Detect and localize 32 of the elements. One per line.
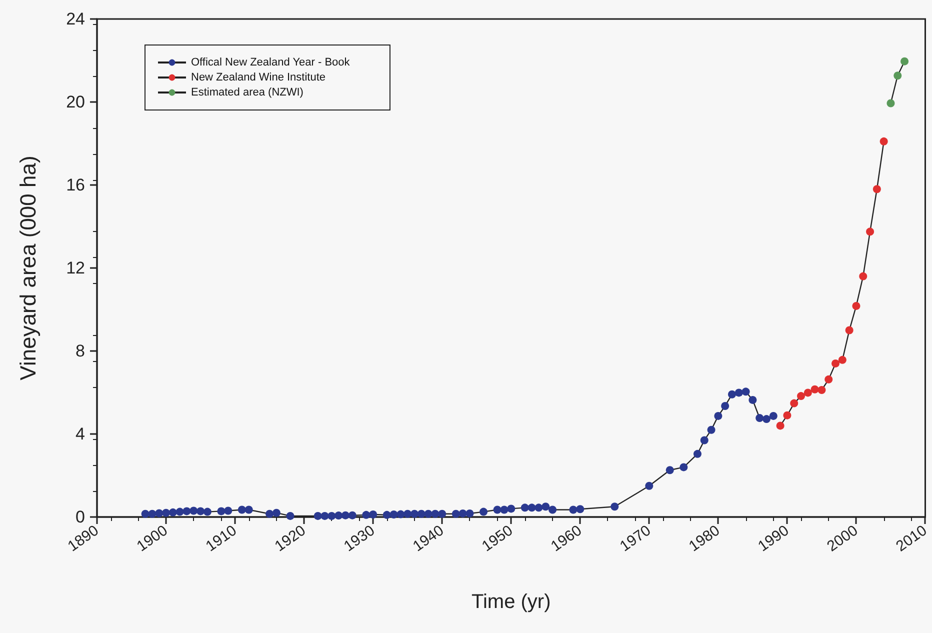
legend-label: Offical New Zealand Year - Book [191, 56, 350, 68]
point [845, 326, 854, 334]
point [797, 392, 806, 400]
point [894, 72, 902, 80]
x-tick-label: 1990 [754, 522, 792, 556]
point [824, 375, 833, 384]
point [776, 422, 784, 430]
y-tick-label: 4 [76, 424, 85, 444]
y-tick-label: 20 [66, 92, 85, 112]
point [900, 57, 909, 66]
point [852, 302, 860, 310]
y-axis-title: Vineyard area (000 ha) [16, 156, 40, 380]
point [804, 388, 812, 397]
y-tick-label: 24 [66, 10, 85, 28]
y-tick-label: 12 [66, 258, 85, 278]
point [859, 272, 868, 280]
point [866, 228, 874, 236]
point [838, 356, 846, 364]
y-tick-label: 8 [76, 342, 85, 360]
y-tick-label: 0 [76, 508, 85, 526]
point [818, 386, 826, 394]
point [880, 137, 888, 146]
point [872, 185, 881, 194]
point [886, 99, 895, 108]
x-axis-title: Time (yr) [471, 591, 551, 613]
point [810, 385, 819, 394]
point [832, 359, 840, 368]
point [790, 399, 798, 408]
y-tick-label: 16 [66, 176, 85, 194]
legend-label: New Zealand Wine Institute [191, 72, 326, 84]
point [783, 411, 792, 420]
legend-label: Estimated area (NZWI) [191, 86, 304, 98]
